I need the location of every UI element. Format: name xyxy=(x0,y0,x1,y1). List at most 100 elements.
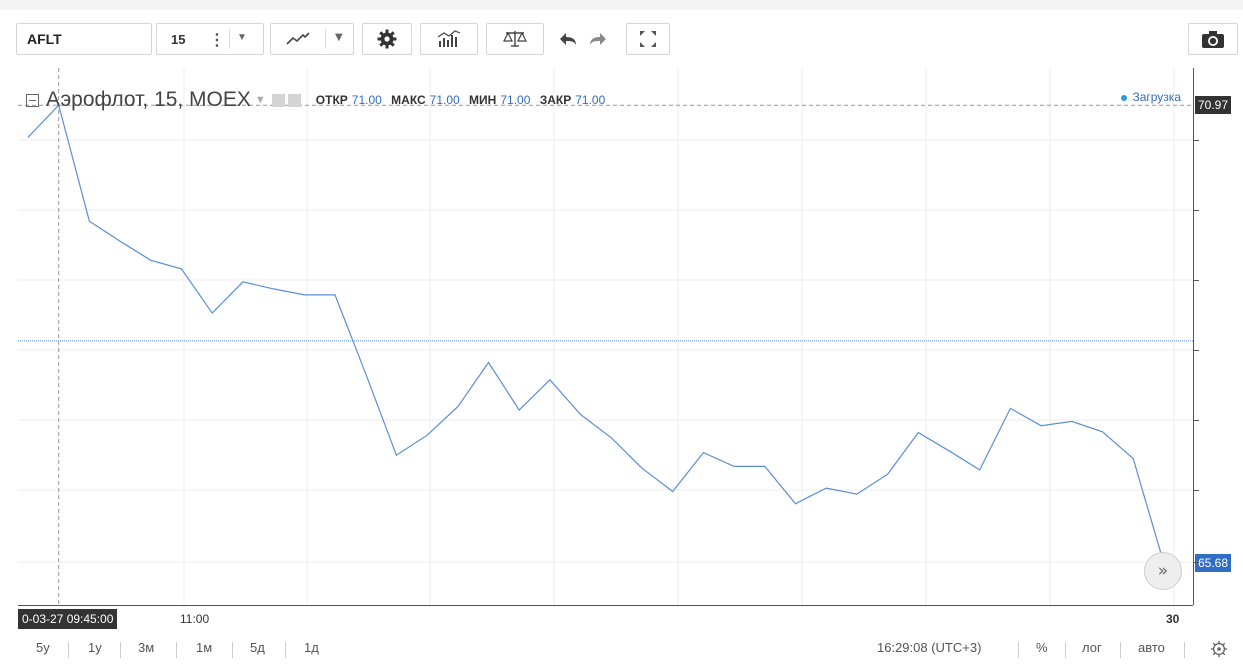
data-point xyxy=(272,287,275,290)
data-point xyxy=(180,267,183,270)
range-button-3m[interactable]: 3м xyxy=(138,640,155,655)
divider xyxy=(1120,642,1121,658)
symbol-search-button[interactable]: AFLT xyxy=(16,23,152,55)
chevron-down-icon[interactable]: ▼ xyxy=(237,32,247,43)
legend-ohlc: ОТКР 71.00 МАКС 71.00 МИН 71.00 ЗАКР 71.00 xyxy=(316,93,611,107)
range-button-5d[interactable]: 5д xyxy=(250,640,265,655)
more-vertical-icon[interactable]: ⋮ xyxy=(209,32,225,49)
data-point xyxy=(763,465,766,468)
interval-button[interactable]: 15 ⋮ ▼ xyxy=(156,23,264,55)
divider xyxy=(68,642,69,658)
eye-icon[interactable] xyxy=(271,93,285,107)
ohlc-label: ЗАКР xyxy=(539,93,572,107)
chart-pane[interactable]: Аэрофлот, 15, MOEX ▼ ОТКР 71.00 МАКС 71.00… xyxy=(18,68,1193,605)
data-point xyxy=(149,259,152,262)
gear-icon[interactable] xyxy=(1210,640,1228,658)
price-series-line xyxy=(27,104,1165,564)
ohlc-label: МИН xyxy=(469,93,497,107)
data-point xyxy=(794,502,797,505)
settings-small-icon[interactable] xyxy=(287,93,301,107)
auto-scale-button[interactable]: авто xyxy=(1138,640,1165,655)
screenshot-button[interactable] xyxy=(1188,23,1238,55)
data-point xyxy=(702,451,705,454)
crosshair-time-label: 0-03-27 09:45:00 xyxy=(18,609,118,629)
data-point xyxy=(303,293,306,296)
data-point xyxy=(978,468,981,471)
double-chevron-right-icon: » xyxy=(1157,561,1169,581)
data-point xyxy=(211,312,214,315)
data-point xyxy=(27,136,30,139)
data-point xyxy=(119,240,122,243)
crosshair-price-label: 70.97 xyxy=(1195,96,1232,115)
data-point xyxy=(241,280,244,283)
settings-button[interactable] xyxy=(362,23,412,55)
divider xyxy=(325,29,326,49)
data-point xyxy=(917,431,920,434)
data-point xyxy=(1009,407,1012,410)
range-button-1y[interactable]: 1у xyxy=(88,640,102,655)
chart-legend: Аэрофлот, 15, MOEX ▼ ОТКР 71.00 МАКС 71.00… xyxy=(26,88,611,112)
indicators-button[interactable] xyxy=(420,23,478,55)
time-axis[interactable]: 11:00 30 0-03-27 09:45:00 xyxy=(18,605,1193,632)
data-point xyxy=(334,293,337,296)
bottom-toolbar: 5у 1у 3м 1м 5д 1д 16:29:08 (UTC+3) % лог… xyxy=(0,634,1243,666)
data-point xyxy=(825,487,828,490)
percent-scale-button[interactable]: % xyxy=(1036,640,1048,655)
divider xyxy=(1184,642,1185,658)
indicators-icon xyxy=(437,30,461,47)
divider xyxy=(232,642,233,658)
data-point xyxy=(88,220,91,223)
chevron-down-icon[interactable]: ▼ xyxy=(335,32,343,43)
log-scale-button[interactable]: лог xyxy=(1082,640,1102,655)
data-point xyxy=(733,465,736,468)
redo-icon[interactable] xyxy=(586,29,610,49)
price-axis-tick xyxy=(1194,420,1199,421)
data-point xyxy=(1101,430,1104,433)
range-button-1d[interactable]: 1д xyxy=(304,640,319,655)
data-point xyxy=(364,372,367,375)
data-point xyxy=(641,467,644,470)
legend-title: Аэрофлот, 15, MOEX xyxy=(46,88,251,111)
divider xyxy=(1065,642,1066,658)
price-axis[interactable]: 70.97 65.68 xyxy=(1193,68,1243,605)
chevron-down-icon[interactable]: ▼ xyxy=(254,94,266,106)
line-chart-icon xyxy=(286,32,310,45)
compare-button[interactable] xyxy=(486,23,544,55)
data-point xyxy=(886,473,889,476)
price-axis-tick xyxy=(1194,490,1199,491)
data-point xyxy=(487,361,490,364)
clock-timezone-button[interactable]: 16:29:08 (UTC+3) xyxy=(877,640,982,655)
ohlc-value: 71.00 xyxy=(429,93,460,107)
divider xyxy=(229,29,230,49)
price-axis-tick xyxy=(1194,140,1199,141)
status-dot-icon xyxy=(1121,94,1128,101)
interval-label: 15 xyxy=(171,31,186,47)
fullscreen-button[interactable] xyxy=(626,23,670,55)
range-button-1m[interactable]: 1м xyxy=(196,640,213,655)
data-point xyxy=(671,490,674,493)
ohlc-value: 71.00 xyxy=(500,93,531,107)
compare-icon xyxy=(503,31,527,47)
chart-toolbar: AFLT 15 ⋮ ▼ ▼ xyxy=(0,10,1243,68)
undo-icon[interactable] xyxy=(556,29,580,49)
divider xyxy=(120,642,121,658)
data-point xyxy=(1132,457,1135,460)
data-point xyxy=(426,434,429,437)
fullscreen-icon xyxy=(640,31,656,47)
price-axis-tick xyxy=(1194,210,1199,211)
ohlc-label: ОТКР xyxy=(315,93,348,107)
data-point xyxy=(1040,424,1043,427)
top-band xyxy=(0,0,1243,10)
range-button-5y[interactable]: 5у xyxy=(36,640,50,655)
ohlc-label: МАКС xyxy=(391,93,426,107)
price-chart[interactable] xyxy=(18,68,1193,605)
chart-type-button[interactable]: ▼ xyxy=(270,23,354,55)
camera-icon xyxy=(1202,31,1224,48)
data-point xyxy=(948,449,951,452)
data-point xyxy=(518,409,521,412)
collapse-legend-icon[interactable] xyxy=(26,93,39,107)
scroll-to-realtime-button[interactable]: » xyxy=(1144,552,1182,590)
ohlc-value: 71.00 xyxy=(351,93,382,107)
price-axis-tick xyxy=(1194,280,1199,281)
data-point xyxy=(548,378,551,381)
